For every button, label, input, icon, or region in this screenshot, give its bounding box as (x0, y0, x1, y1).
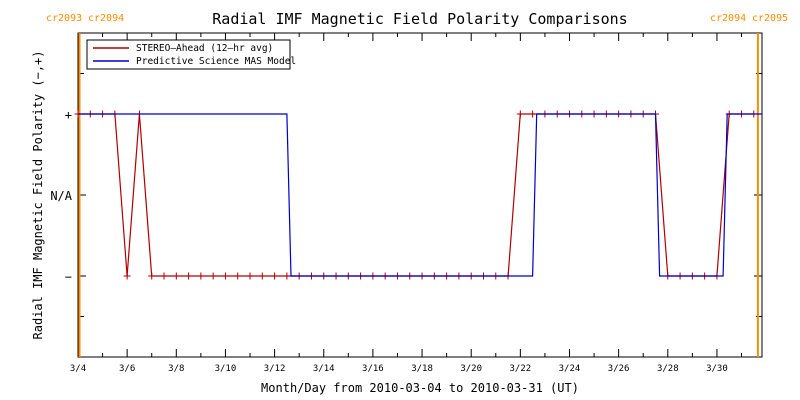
series-0-point-14 (246, 272, 254, 280)
x-tick-label-11: 3/26 (608, 364, 630, 374)
y-tick-label-0: + (65, 108, 72, 122)
series-0-point-6 (148, 272, 156, 280)
series-line-0 (78, 113, 754, 277)
x-tick-label-10: 3/24 (559, 364, 581, 374)
x-tick-label-2: 3/8 (168, 364, 184, 374)
series-0-point-13 (234, 272, 242, 280)
x-tick-label-4: 3/12 (264, 364, 286, 374)
legend: STEREO–Ahead (12–hr avg) Predictive Scie… (86, 39, 296, 70)
carrington-lines (78, 33, 759, 357)
x-tick-label-8: 3/20 (460, 364, 482, 374)
series-0-point-37 (529, 110, 537, 118)
x-tick-label-7: 3/18 (411, 364, 433, 374)
y-axis-ticks: + N/A − (50, 73, 762, 317)
cr-label-right-b: cr2095 (752, 13, 788, 24)
x-tick-label-0: 3/4 (70, 364, 86, 374)
legend-box (86, 39, 291, 70)
series-0-point-12 (221, 272, 229, 280)
y-tick-label-2: − (65, 270, 72, 284)
cr-label-left-b: cr2094 (88, 13, 124, 24)
series-0-point-7 (160, 272, 168, 280)
x-tick-label-3: 3/10 (215, 364, 237, 374)
series-0-point-17 (283, 272, 291, 280)
y-axis-label: Radial IMF Magnetic Field Polarity (−,+) (31, 51, 45, 340)
plot-frame (77, 32, 763, 358)
series-0-point-11 (209, 272, 217, 280)
x-tick-label-1: 3/6 (119, 364, 135, 374)
cr-label-right-a: cr2094 (710, 13, 746, 24)
cr-label-left-a: cr2093 (46, 13, 82, 24)
x-tick-label-13: 3/30 (706, 364, 728, 374)
legend-label-stereo: STEREO–Ahead (12–hr avg) (136, 43, 273, 54)
series-line-1 (78, 113, 762, 277)
legend-label-mas: Predictive Science MAS Model (136, 56, 296, 67)
series-layer (74, 110, 762, 280)
y-tick-label-1: N/A (50, 189, 72, 203)
x-tick-label-12: 3/28 (657, 364, 679, 374)
series-0-point-8 (172, 272, 180, 280)
series-0-point-15 (258, 272, 266, 280)
x-axis-ticks: 3/4 3/6 3/8 3/10 3/12 3/14 3/16 3/18 3/20 3/22 3/2… (70, 33, 743, 374)
x-tick-label-6: 3/16 (362, 364, 384, 374)
x-tick-label-9: 3/22 (510, 364, 532, 374)
x-tick-label-5: 3/14 (313, 364, 335, 374)
series-0-point-16 (271, 272, 279, 280)
series-0-point-4 (123, 272, 131, 280)
x-axis-label: Month/Day from 2010-03-04 to 2010-03-31 … (261, 381, 579, 395)
series-0-point-10 (197, 272, 205, 280)
chart-title: Radial IMF Magnetic Field Polarity Compa… (212, 10, 627, 28)
series-0-point-36 (516, 110, 524, 118)
series-0-point-9 (185, 272, 193, 280)
